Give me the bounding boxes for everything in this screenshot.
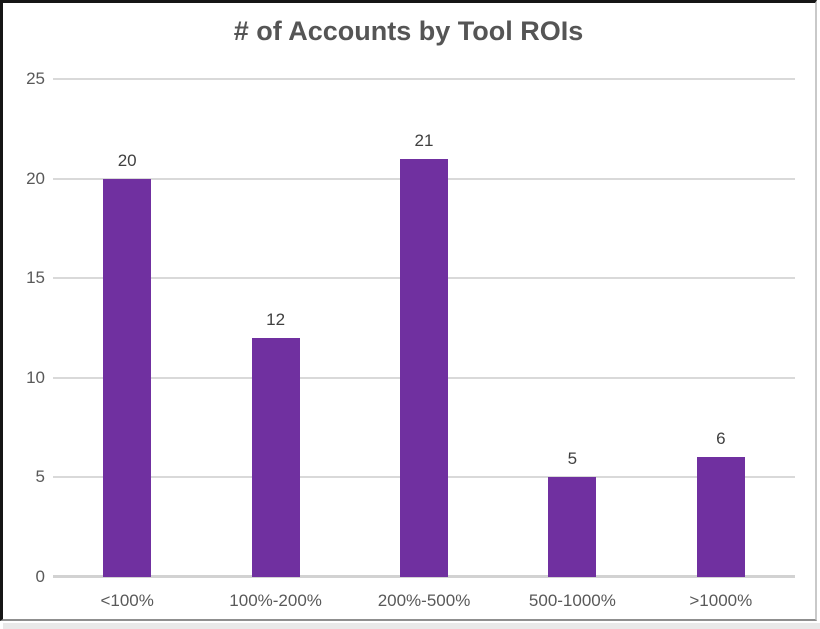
y-tick-label: 0 xyxy=(35,567,45,586)
x-axis-label: 500-1000% xyxy=(528,591,616,610)
y-tick-label: 15 xyxy=(26,268,45,288)
y-tick-label: 10 xyxy=(26,367,45,387)
x-axis-label: <100% xyxy=(100,591,154,610)
bar xyxy=(548,477,597,577)
bar-value-label: 5 xyxy=(567,449,578,469)
y-tick-label: 25 xyxy=(26,69,45,88)
x-axis-label: 200%-500% xyxy=(377,591,471,610)
bar-value-label: 20 xyxy=(117,150,137,170)
bar xyxy=(400,158,448,577)
bar xyxy=(103,178,152,577)
bar-value-label: 6 xyxy=(716,429,726,449)
bar xyxy=(696,457,745,577)
chart-title: # of Accounts by Tool ROIs xyxy=(233,16,584,46)
gridline xyxy=(53,78,795,80)
x-axis-label: >1000% xyxy=(689,591,753,610)
y-tick-label: 5 xyxy=(35,467,45,487)
bar-value-label: 12 xyxy=(266,309,286,329)
y-tick-label: 20 xyxy=(26,168,45,188)
frame-bottom-shadow xyxy=(3,623,820,629)
bar-value-label: 21 xyxy=(414,130,434,150)
bar xyxy=(251,337,300,577)
x-axis-label: 100%-200% xyxy=(229,591,322,610)
